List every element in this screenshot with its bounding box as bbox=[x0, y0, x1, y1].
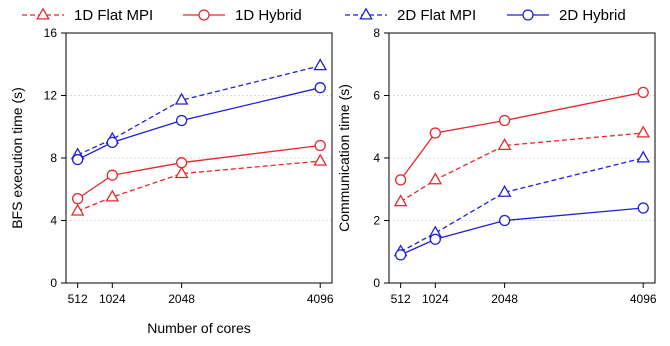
series-line bbox=[77, 160, 321, 212]
x-tick-label: 512 bbox=[68, 292, 88, 306]
data-point bbox=[71, 192, 84, 205]
x-tick-label: 4096 bbox=[307, 292, 334, 306]
x-axis-title: Number of cores bbox=[147, 320, 250, 336]
data-point bbox=[106, 169, 118, 181]
panel-communication-time: 0 2 4 6 8 512 1024 2048 4096 Communication time (… bbox=[336, 26, 657, 306]
x-tick-label: 1024 bbox=[422, 292, 449, 306]
y-tick-label: 4 bbox=[50, 214, 57, 228]
legend-label: 2D Flat MPI bbox=[397, 7, 476, 24]
y-tick-label: 16 bbox=[44, 26, 58, 40]
legend-marker-circle bbox=[522, 9, 534, 21]
data-point bbox=[498, 214, 511, 227]
y-tick-label: 4 bbox=[373, 151, 380, 165]
panel-bfs-execution-time: 0 4 8 12 16 512 1024 2048 4096 BFS execution time… bbox=[9, 26, 334, 336]
series-line bbox=[400, 132, 644, 203]
x-tick-label: 512 bbox=[391, 292, 411, 306]
series-1d-hybrid bbox=[71, 139, 326, 205]
data-point bbox=[313, 58, 328, 71]
data-point bbox=[636, 125, 651, 138]
data-point bbox=[637, 202, 649, 214]
series-line bbox=[77, 144, 321, 200]
x-tick-label: 1024 bbox=[99, 292, 126, 306]
series-1d-flat-mpi bbox=[70, 153, 328, 216]
data-point bbox=[314, 139, 326, 152]
data-point bbox=[175, 114, 188, 127]
legend-marker-triangle bbox=[359, 7, 373, 20]
data-point bbox=[497, 137, 512, 150]
data-point bbox=[429, 233, 441, 245]
legend-label: 2D Hybrid bbox=[559, 7, 626, 24]
data-point bbox=[105, 189, 120, 202]
legend-item-1d-flat-mpi: 1D Flat MPI bbox=[22, 7, 153, 24]
legend-marker-circle bbox=[198, 9, 210, 21]
y-tick-label: 0 bbox=[50, 276, 57, 290]
series-2d-hybrid bbox=[71, 82, 326, 166]
y-tick-label: 2 bbox=[373, 214, 380, 228]
legend-item-1d-hybrid: 1D Hybrid bbox=[183, 7, 302, 24]
data-point bbox=[637, 86, 649, 99]
data-point bbox=[175, 157, 188, 169]
data-point bbox=[106, 136, 118, 149]
y-tick-label: 8 bbox=[50, 151, 57, 165]
data-point bbox=[71, 153, 84, 166]
y-axis-title: BFS execution time (s) bbox=[9, 87, 25, 229]
data-point bbox=[70, 203, 85, 216]
x-tick-label: 4096 bbox=[630, 292, 657, 306]
data-point bbox=[174, 92, 189, 105]
x-tick-label: 2048 bbox=[168, 292, 195, 306]
series-1d-hybrid bbox=[394, 86, 649, 186]
data-point bbox=[393, 194, 408, 207]
y-tick-label: 6 bbox=[373, 89, 380, 103]
data-point bbox=[498, 114, 511, 127]
data-point bbox=[636, 150, 651, 163]
legend-marker-triangle bbox=[36, 7, 50, 20]
data-point bbox=[429, 127, 441, 139]
data-point bbox=[174, 166, 189, 179]
data-point bbox=[313, 153, 328, 166]
x-tick-label: 2048 bbox=[491, 292, 518, 306]
data-point bbox=[394, 249, 407, 261]
y-tick-label: 8 bbox=[373, 26, 380, 40]
series-line bbox=[77, 87, 321, 161]
data-point bbox=[394, 174, 407, 186]
legend: 1D Flat MPI 1D Hybrid 2D Flat MPI 2D Hybrid bbox=[22, 7, 626, 24]
series-line bbox=[77, 65, 321, 156]
series-2d-hybrid bbox=[394, 202, 649, 261]
data-point bbox=[314, 82, 326, 94]
legend-label: 1D Flat MPI bbox=[74, 7, 153, 24]
data-point bbox=[428, 172, 443, 185]
series-line bbox=[400, 91, 644, 181]
y-axis-title: Communication time (s) bbox=[336, 84, 352, 232]
series-line bbox=[400, 157, 644, 253]
series-1d-flat-mpi bbox=[393, 125, 651, 207]
y-tick-label: 0 bbox=[373, 276, 380, 290]
y-tick-label: 12 bbox=[44, 89, 58, 103]
legend-label: 1D Hybrid bbox=[235, 7, 302, 24]
series-line bbox=[400, 207, 644, 256]
legend-item-2d-flat-mpi: 2D Flat MPI bbox=[345, 7, 476, 24]
legend-item-2d-hybrid: 2D Hybrid bbox=[507, 7, 626, 24]
data-point bbox=[497, 184, 512, 197]
